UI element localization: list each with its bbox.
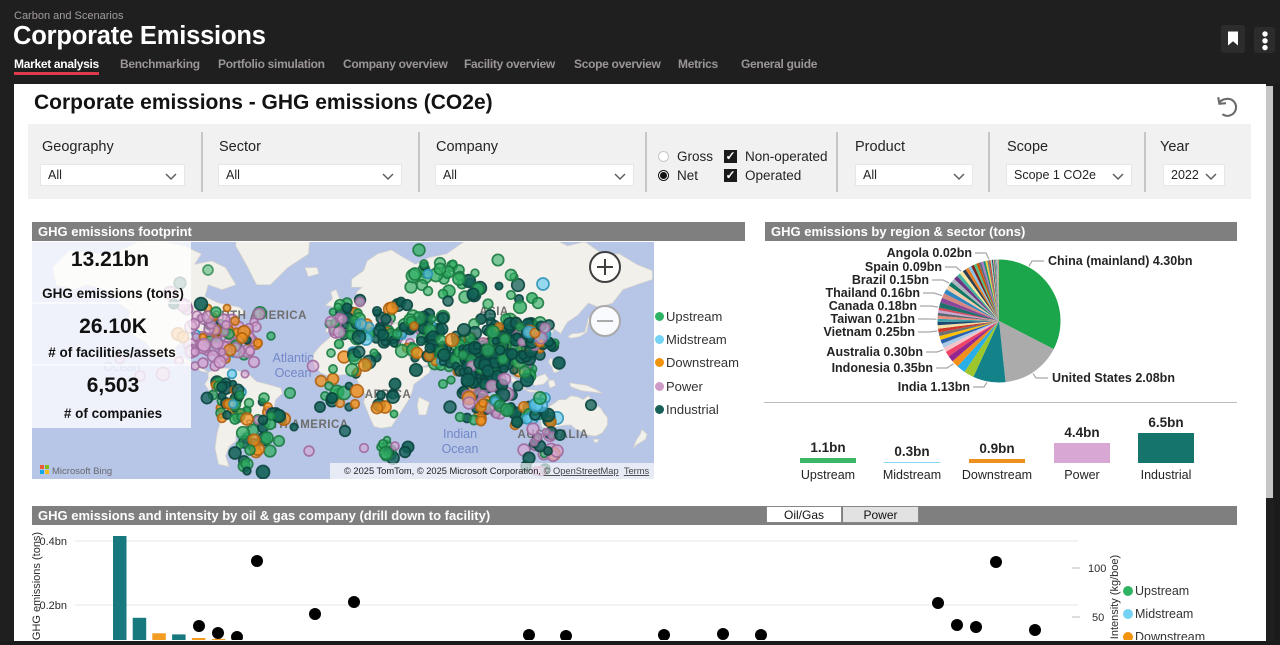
svg-text:Microsoft Bing: Microsoft Bing — [52, 466, 112, 477]
svg-text:Angola 0.02bn: Angola 0.02bn — [887, 246, 972, 260]
svg-text:0.4bn: 0.4bn — [39, 536, 67, 548]
svg-text:Upstream: Upstream — [1135, 584, 1189, 598]
svg-text:Canada 0.18bn: Canada 0.18bn — [829, 299, 917, 313]
svg-text:GHG emissions (tons): GHG emissions (tons) — [42, 286, 184, 301]
svg-text:Australia 0.30bn: Australia 0.30bn — [826, 345, 923, 359]
svg-text:13.21bn: 13.21bn — [71, 248, 149, 271]
svg-text:United States 2.08bn: United States 2.08bn — [1052, 371, 1175, 385]
svg-text:100: 100 — [1088, 563, 1106, 575]
svg-text:GHG emissions (tons): GHG emissions (tons) — [32, 532, 43, 640]
svg-text:Intensity (kg/boe): Intensity (kg/boe) — [1109, 555, 1121, 639]
svg-text:Vietnam 0.25bn: Vietnam 0.25bn — [824, 325, 915, 339]
svg-text:0.2bn: 0.2bn — [39, 600, 67, 612]
svg-text:26.10K: 26.10K — [79, 315, 147, 338]
svg-text:Downstream: Downstream — [1135, 630, 1205, 640]
svg-text:6,503: 6,503 — [87, 374, 140, 397]
svg-text:Midstream: Midstream — [1135, 607, 1193, 621]
svg-text:Ocean: Ocean — [442, 442, 479, 456]
svg-text:China (mainland) 4.30bn: China (mainland) 4.30bn — [1048, 254, 1192, 268]
svg-text:# of companies: # of companies — [64, 406, 162, 421]
svg-text:© 2025 TomTom, © 2025 Microsof: © 2025 TomTom, © 2025 Microsoft Corporat… — [344, 466, 649, 476]
svg-text:Spain 0.09bn: Spain 0.09bn — [865, 260, 942, 274]
svg-text:Indonesia 0.35bn: Indonesia 0.35bn — [832, 361, 933, 375]
svg-text:50: 50 — [1092, 612, 1104, 624]
svg-text:Brazil 0.15bn: Brazil 0.15bn — [852, 273, 929, 287]
svg-text:Thailand 0.16bn: Thailand 0.16bn — [826, 286, 920, 300]
svg-text:India 1.13bn: India 1.13bn — [898, 380, 970, 394]
svg-text:Indian: Indian — [443, 427, 477, 441]
svg-text:Taiwan 0.21bn: Taiwan 0.21bn — [830, 312, 915, 326]
svg-text:Ocean: Ocean — [275, 366, 312, 380]
svg-text:Atlantic: Atlantic — [273, 351, 314, 365]
svg-text:# of facilities/assets: # of facilities/assets — [48, 345, 176, 360]
